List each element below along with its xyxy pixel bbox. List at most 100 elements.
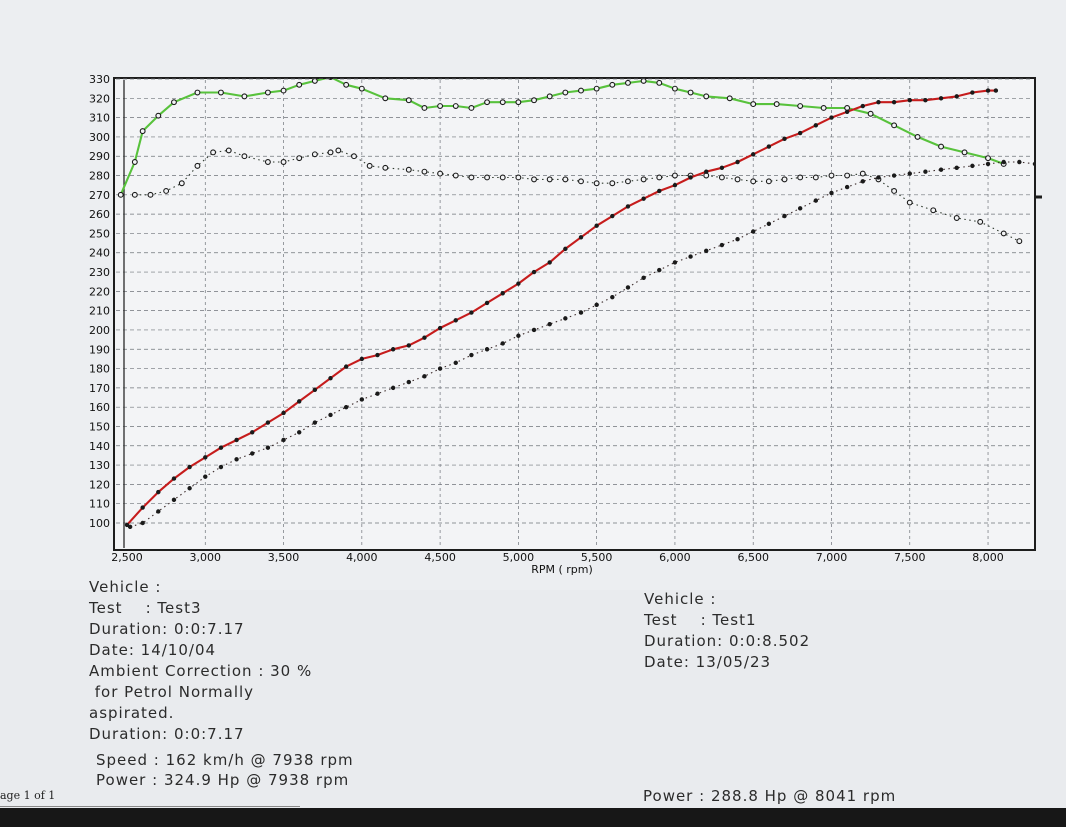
series-1-point (499, 99, 506, 106)
series-2-point (311, 151, 318, 158)
series-1-point (750, 101, 757, 108)
petrol-note-line2: aspirated. (89, 704, 175, 722)
series-4-point (500, 341, 505, 346)
series-3-point (704, 169, 709, 174)
series-1-point (578, 87, 584, 94)
series-3-point (250, 430, 255, 435)
series-3-point (970, 90, 975, 95)
y-tick-250: 250 (89, 227, 110, 240)
y-tick-270: 270 (89, 189, 110, 202)
series-3-point (375, 352, 380, 358)
series-3-point (641, 196, 646, 201)
series-2-point (351, 153, 357, 160)
series-2-point (163, 188, 170, 194)
series-4-point (813, 198, 819, 203)
series-4-point (328, 412, 333, 418)
series-3-point (907, 98, 912, 103)
series-1-point (914, 133, 921, 140)
series-2-point (750, 178, 757, 185)
series-2-point (844, 172, 851, 179)
series-1-point (405, 97, 412, 104)
series-3-point (751, 152, 756, 157)
series-2-point (593, 180, 600, 187)
series-3-point (625, 204, 631, 209)
page-divider (0, 806, 300, 807)
series-4-point (127, 524, 133, 530)
test-name: Test : Test1 (644, 611, 757, 629)
series-3-point (657, 188, 662, 194)
series-2-point (264, 159, 271, 165)
series-1-point (961, 149, 968, 156)
series-1-point (343, 81, 350, 88)
series-1-point (468, 105, 475, 111)
y-tick-200: 200 (89, 324, 110, 337)
series-2-point (781, 176, 788, 183)
series-2-point (194, 162, 201, 169)
series-2-point (797, 174, 804, 181)
series-2-point (859, 170, 866, 177)
series-3-point (469, 310, 474, 315)
test3-results: Speed : 162 km/h @ 7938 rpm Power : 324.… (96, 750, 354, 790)
series-3-point (688, 175, 693, 180)
grid-lines (116, 78, 1033, 548)
series-4-point (343, 404, 349, 410)
series-3-point (343, 364, 349, 369)
series-1-point (437, 103, 444, 109)
series-1-point (139, 128, 146, 135)
series-1-point (296, 81, 303, 88)
y-tick-180: 180 (89, 363, 110, 376)
series-4-point (422, 374, 427, 379)
series-1-point (311, 79, 318, 84)
series-3-point (938, 96, 944, 101)
x-tick-7,000: 7,000 (816, 551, 848, 564)
y-tick-320: 320 (89, 92, 110, 105)
series-4-point (484, 347, 490, 352)
series-2-point (640, 176, 647, 183)
series-1-point (703, 93, 710, 100)
series-1-point (280, 87, 287, 94)
series-lines (117, 79, 1034, 530)
series-2-point (178, 180, 185, 187)
series-3-point (735, 159, 740, 165)
series-3-point (234, 437, 239, 443)
dyno-chart: 100 110 120 130 140 150 160 170 180 190 200 210 220 2… (89, 73, 1042, 576)
series-4-point (312, 420, 318, 425)
y-tick-280: 280 (89, 170, 110, 183)
series-2-point (562, 176, 569, 183)
series-1-point (687, 89, 694, 96)
series-1-point (358, 85, 365, 92)
series-1-point (171, 99, 177, 106)
y-tick-260: 260 (89, 208, 110, 221)
series-2-point (147, 191, 154, 198)
series-1-point (640, 79, 647, 84)
series-1-point (155, 112, 162, 119)
series-3-point (265, 420, 271, 425)
y-tick-310: 310 (89, 112, 110, 125)
series-3-point (954, 94, 959, 99)
y-tick-290: 290 (89, 150, 110, 163)
x-tick-6,000: 6,000 (659, 551, 691, 564)
series-2-point (953, 215, 960, 221)
x-tick-8,000: 8,000 (972, 551, 1004, 564)
series-2-point (977, 218, 984, 225)
series-1-point (820, 105, 827, 111)
series-2-point (609, 180, 616, 187)
series-2-point (546, 176, 553, 183)
series-1-point (484, 99, 491, 106)
series-2-point (828, 172, 835, 179)
power-result: Power : 324.9 Hp @ 7938 rpm (96, 771, 350, 789)
series-2-point (327, 149, 334, 156)
series-4-point (390, 385, 396, 391)
series-2-point (241, 153, 248, 160)
test1-info-panel: Vehicle : Test : Test1 Duration: 0:0:8.5… (644, 589, 810, 673)
series-2-point (296, 155, 303, 162)
duration: Duration: 0:0:8.502 (644, 632, 811, 650)
x-tick-3,500: 3,500 (268, 551, 300, 564)
series-3-point (578, 235, 584, 240)
series-1-point (531, 97, 537, 104)
y-tick-240: 240 (89, 247, 110, 260)
test3-info-panel: Vehicle : Test : Test3 Duration: 0:0:7.1… (89, 577, 312, 745)
y-tick-120: 120 (89, 478, 110, 491)
y-tick-220: 220 (89, 285, 110, 298)
series-3-point (829, 115, 834, 120)
